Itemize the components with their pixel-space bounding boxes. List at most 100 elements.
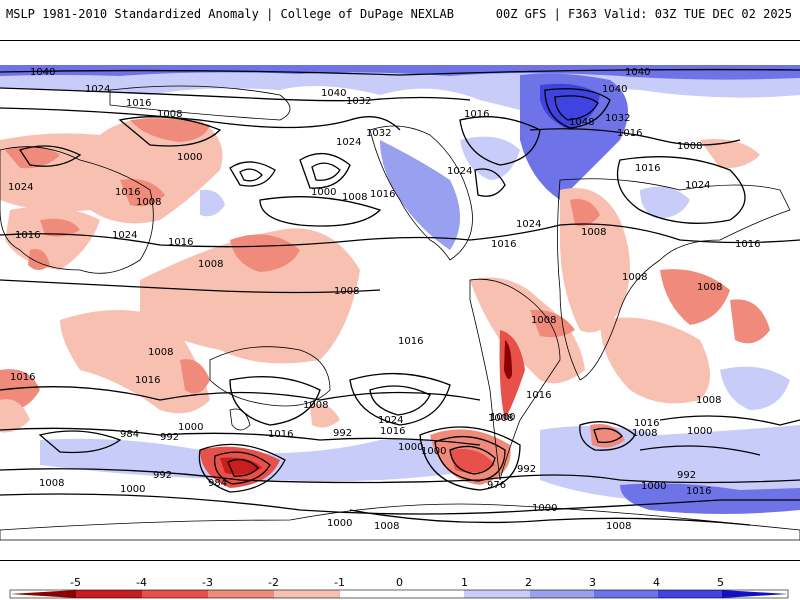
iso-1016-m: 1016 (10, 372, 35, 383)
iso-1008-m: 1008 (488, 413, 513, 424)
iso-1024-c: 1024 (112, 230, 137, 241)
iso-1008-l: 1016 (526, 390, 551, 401)
iso-1016-j: 1016 (491, 239, 516, 250)
map-frame (0, 40, 800, 561)
cb-tick-neg4: -4 (136, 576, 147, 589)
iso-1000-c: 1000 (178, 422, 203, 433)
colorbar-outline (9, 589, 789, 599)
iso-1024-e: 1024 (447, 166, 472, 177)
iso-1008-e: 1008 (581, 227, 606, 238)
iso-1016-n: 1016 (135, 375, 160, 386)
iso-1016-d: 1016 (15, 230, 40, 241)
iso-1008-n: 1008 (39, 478, 64, 489)
iso-1008-c: 1008 (342, 192, 367, 203)
iso-984-a: 984 (120, 429, 139, 440)
iso-1024-a: 1024 (85, 84, 110, 95)
iso-1000-d: 1000 (398, 442, 423, 453)
iso-1000-f: 1000 (120, 484, 145, 495)
colorbar-seg-pos2 (530, 590, 594, 598)
iso-1008-k: 1008 (303, 400, 328, 411)
iso-1016-l: 1016 (398, 336, 423, 347)
iso-1008-r: 1008 (696, 395, 721, 406)
iso-1008-a: 1008 (157, 109, 182, 120)
cb-tick-pos3: 3 (589, 576, 596, 589)
iso-1024-d: 1024 (336, 137, 361, 148)
iso-1008-o: 1008 (374, 521, 399, 532)
iso-1024-b: 1024 (8, 182, 33, 193)
iso-1016-q: 1016 (686, 486, 711, 497)
iso-1000-g: 1000 (327, 518, 352, 529)
iso-1008-b: 1008 (136, 197, 161, 208)
iso-1016-h: 1016 (635, 163, 660, 174)
iso-1000-e: 1000 (490, 412, 515, 423)
isobar-labels: 1040 1024 1016 1008 1000 1016 1024 1008 … (8, 67, 760, 532)
iso-1008-g: 1008 (198, 259, 223, 270)
iso-1008-d: 1008 (677, 141, 702, 152)
iso-1000-h: 1000 (532, 503, 557, 514)
iso-1016-a: 1008 (622, 272, 647, 283)
iso-1008-i: 1008 (531, 315, 556, 326)
colorbar-seg-neutral-a (340, 590, 400, 598)
colorbar-seg-neg2 (208, 590, 274, 598)
iso-1024-g: 1024 (516, 219, 541, 230)
isobar-contours (0, 68, 800, 526)
colorbar-arrow-left (10, 590, 76, 598)
iso-976: 976 (487, 480, 506, 491)
iso-1000-j: 1000 (641, 481, 666, 492)
iso-1008-p: 1008 (606, 521, 631, 532)
cb-tick-neg5: -5 (70, 576, 81, 589)
iso-1040-a: 1040 (30, 67, 55, 78)
iso-1016-b: 1016 (126, 98, 151, 109)
iso-1008-q: 1008 (632, 428, 657, 439)
iso-992-a: 992 (160, 432, 179, 443)
iso-1016-e: 1016 (370, 189, 395, 200)
map-title: MSLP 1981-2010 Standardized Anomaly | Co… (6, 7, 454, 21)
iso-1024-h: 1024 (378, 415, 403, 426)
model-valid-time: 00Z GFS | F363 Valid: 03Z TUE DEC 02 202… (495, 7, 792, 21)
colorbar-seg-neg3 (142, 590, 208, 598)
iso-1024-f: 1024 (685, 180, 710, 191)
colorbar: -5 -4 -3 -2 -1 0 1 2 3 4 5 (9, 576, 789, 599)
colorbar-seg-neg4 (76, 590, 142, 598)
coastlines (0, 85, 800, 541)
iso-1016-k: 1016 (168, 237, 193, 248)
colorbar-seg-neg1 (274, 590, 340, 598)
iso-1000-a: 1000 (177, 152, 202, 163)
cb-tick-neg2: -2 (268, 576, 279, 589)
iso-1032-c: 1032 (605, 113, 630, 124)
colorbar-seg-pos1 (464, 590, 530, 598)
colorbar-seg-neutral-b (400, 590, 464, 598)
iso-992-c: 992 (517, 464, 536, 475)
iso-1000-k: 1000 (421, 446, 446, 457)
iso-992-b: 992 (333, 428, 352, 439)
iso-1008-h: 1008 (334, 286, 359, 297)
iso-1040-b: 1040 (321, 88, 346, 99)
iso-1016-g: 1016 (617, 128, 642, 139)
iso-1008-j: 1008 (148, 347, 173, 358)
cb-tick-neg3: -3 (202, 576, 213, 589)
iso-1048: 1048 (569, 117, 594, 128)
cb-tick-pos1: 1 (461, 576, 468, 589)
iso-1016-o: 1016 (268, 429, 293, 440)
iso-1032-b: 1032 (366, 128, 391, 139)
anomaly-map[interactable]: 1040 1024 1016 1008 1000 1016 1024 1008 … (0, 40, 800, 559)
iso-1040-c: 1040 (602, 84, 627, 95)
colorbar-seg-pos4 (658, 590, 722, 598)
cb-tick-neg1: -1 (334, 576, 345, 589)
iso-992-e: 992 (677, 470, 696, 481)
colorbar-seg-pos3 (594, 590, 658, 598)
cb-tick-pos5: 5 (717, 576, 724, 589)
iso-1016-i: 1016 (735, 239, 760, 250)
iso-1032-a: 1032 (346, 96, 371, 107)
iso-1016-f: 1016 (464, 109, 489, 120)
iso-992-d: 992 (153, 470, 172, 481)
iso-1040-d: 1040 (625, 67, 650, 78)
iso-1000-i: 1000 (687, 426, 712, 437)
cb-tick-pos4: 4 (653, 576, 660, 589)
iso-1016-p: 1016 (380, 426, 405, 437)
cb-tick-pos2: 2 (525, 576, 532, 589)
iso-984-b: 984 (208, 478, 227, 489)
negative-anomaly-shading (0, 117, 770, 488)
iso-1016-c: 1016 (115, 187, 140, 198)
iso-1008-f: 1008 (697, 282, 722, 293)
